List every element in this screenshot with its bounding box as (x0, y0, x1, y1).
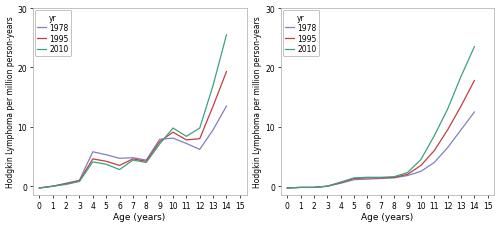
X-axis label: Age (years): Age (years) (114, 212, 166, 222)
Y-axis label: Hodgkin Lymphoma per million person-years: Hodgkin Lymphoma per million person-year… (254, 17, 262, 188)
X-axis label: Age (years): Age (years) (362, 212, 414, 222)
Legend: 1978, 1995, 2010: 1978, 1995, 2010 (35, 11, 71, 56)
Legend: 1978, 1995, 2010: 1978, 1995, 2010 (283, 11, 319, 56)
Y-axis label: Hodgkin Lymphoma per million person-years: Hodgkin Lymphoma per million person-year… (6, 17, 15, 188)
